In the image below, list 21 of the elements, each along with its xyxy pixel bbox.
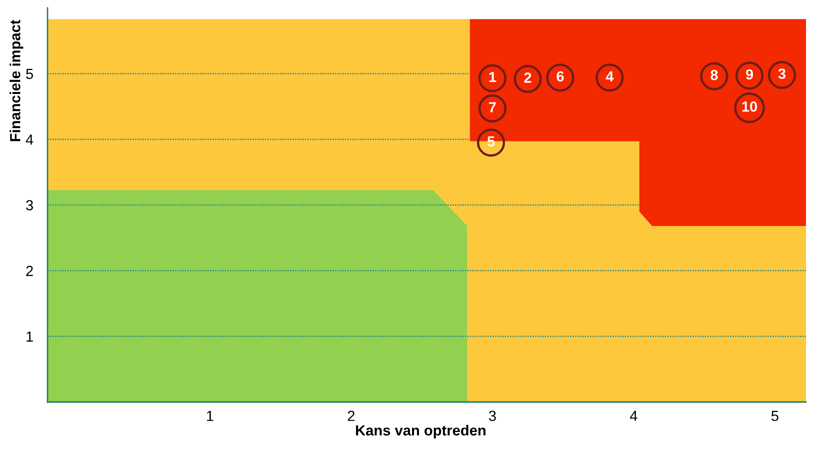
annotation: 6 [556,71,564,82]
x-axis-title: Kans van optreden [356,424,486,438]
annotation: 2 [524,72,532,83]
annotation: 8 [710,70,718,80]
x-tick-label: 5 [771,410,778,422]
y-axis-title: Financiele impact [10,20,24,142]
annotation: 10 [742,101,758,112]
y-tick-label: 2 [26,266,33,276]
annotation: 7 [489,102,496,112]
x-tick-label: 3 [488,410,496,422]
annotation: 9 [746,69,754,80]
annotation: 3 [778,68,786,79]
x-tick-label: 1 [206,410,214,421]
x-tick-label: 4 [630,410,638,421]
x-tick-label: 2 [348,410,355,421]
y-tick-label: 3 [26,200,33,210]
annotation: 4 [606,71,614,82]
y-tick-label: 5 [26,68,33,80]
y-tick-label: 4 [26,134,34,145]
y-tick-label: 1 [26,332,33,342]
annotation: 1 [489,72,496,82]
